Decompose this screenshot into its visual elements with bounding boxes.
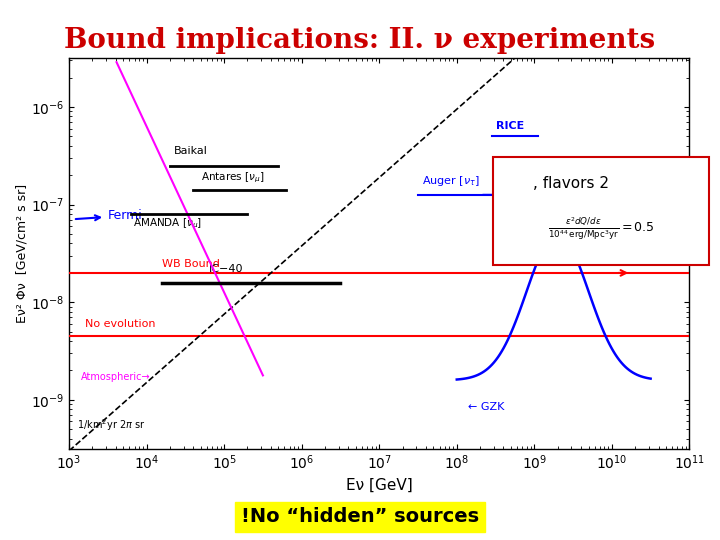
Text: Baikal: Baikal	[174, 146, 207, 157]
Text: ANITA: ANITA	[573, 161, 611, 171]
Y-axis label: Eν² Φν  [GeV/cm² s sr]: Eν² Φν [GeV/cm² s sr]	[15, 184, 28, 323]
Text: ← GZK: ← GZK	[469, 402, 505, 411]
X-axis label: Eν [GeV]: Eν [GeV]	[346, 477, 413, 492]
Text: WB Bound: WB Bound	[162, 259, 220, 269]
Text: $\frac{\varepsilon^2 dQ/d\varepsilon}{10^{44}\,\mathrm{erg/Mpc^3yr}} = 0.5$: $\frac{\varepsilon^2 dQ/d\varepsilon}{10…	[548, 215, 654, 241]
Text: Bound implications: II. ν experiments: Bound implications: II. ν experiments	[64, 27, 656, 54]
Text: RICE: RICE	[495, 120, 523, 131]
Text: IC−40: IC−40	[209, 264, 243, 274]
Text: 1/km$^2$yr 2$\pi$ sr: 1/km$^2$yr 2$\pi$ sr	[77, 417, 145, 433]
Text: Fermi: Fermi	[76, 209, 143, 222]
Text: Auger [$\nu_\tau$]: Auger [$\nu_\tau$]	[422, 174, 480, 188]
Text: No evolution: No evolution	[84, 319, 155, 329]
Text: !No “hidden” sources: !No “hidden” sources	[241, 508, 479, 526]
Text: , flavors 2: , flavors 2	[533, 176, 609, 191]
Text: Antares [$\nu_\mu$]: Antares [$\nu_\mu$]	[201, 171, 264, 185]
Text: AMANDA [$\nu_\mu$]: AMANDA [$\nu_\mu$]	[132, 217, 202, 231]
Text: Atmospheric→: Atmospheric→	[81, 372, 150, 382]
